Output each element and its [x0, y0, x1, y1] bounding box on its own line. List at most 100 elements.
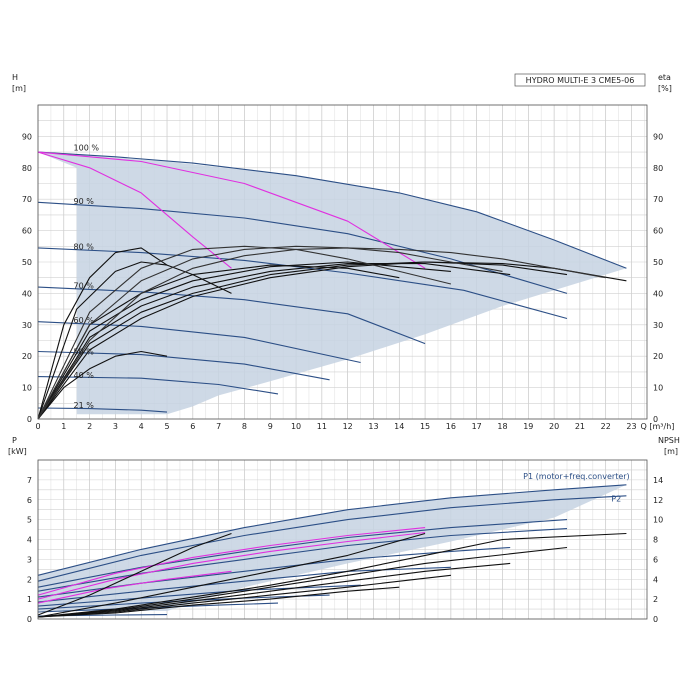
bottom-series-line-10: [37, 527, 426, 596]
y-tick-label-right: 90: [653, 132, 663, 141]
y-axis-label-right-unit: [%]: [658, 84, 672, 93]
x-tick-label: 9: [268, 422, 273, 431]
x-tick-label: 19: [523, 422, 533, 431]
y-tick-label-left: 40: [22, 289, 32, 298]
top-series-line-7: [37, 407, 168, 413]
y-tick-label-right: 30: [653, 321, 663, 330]
bottom-series-line-12: [37, 570, 232, 604]
y-axis-label-right: eta: [658, 73, 671, 82]
speed-label: 21 %: [74, 401, 95, 410]
x-tick-label: 14: [394, 422, 404, 431]
y-tick-label-left: 6: [27, 496, 32, 505]
y-tick-label-left: 70: [22, 195, 32, 204]
y-axis-label-left-unit: [m]: [12, 84, 26, 93]
top-series-line-0: [37, 151, 627, 269]
top-series-line-11: [37, 261, 568, 420]
x-tick-label: 13: [368, 422, 378, 431]
top-plot-frame: [37, 104, 648, 420]
y-tick-label-left: 10: [22, 384, 32, 393]
y-tick-label-right: 60: [653, 227, 663, 236]
x-tick-label: 23: [626, 422, 636, 431]
y-tick-label-left: 20: [22, 352, 32, 361]
x-tick-label: 11: [317, 422, 327, 431]
x-tick-label: 8: [242, 422, 247, 431]
y-tick-label-left: 80: [22, 164, 32, 173]
x-tick-label: 4: [139, 422, 144, 431]
y-tick-label-left: 90: [22, 132, 32, 141]
x-tick-label: 3: [113, 422, 118, 431]
y-tick-label-left: 2: [27, 575, 32, 584]
bottom-series-line-15: [37, 562, 511, 618]
y-tick-label-left: 0: [27, 415, 32, 424]
y-tick-label-left: 30: [22, 321, 32, 330]
x-tick-label: 6: [190, 422, 195, 431]
legend-p2: P2: [611, 495, 621, 504]
y-axis-label-left: P: [12, 436, 17, 445]
bottom-series-line-16: [37, 574, 451, 618]
y-tick-label-left: 7: [27, 476, 32, 485]
bottom-series-line-19: [37, 532, 426, 618]
y-tick-label-left: 0: [27, 615, 32, 624]
y-tick-label-right: 40: [653, 289, 663, 298]
bottom-plot-frame: [37, 459, 648, 620]
speed-label: 90 %: [74, 197, 95, 206]
y-axis-label-left: H: [12, 73, 18, 82]
speed-label: 80 %: [74, 242, 95, 251]
top-series-line-1: [37, 201, 568, 294]
x-tick-label: 15: [420, 422, 430, 431]
bottom-series-line-11: [37, 531, 426, 600]
y-tick-label-right: 80: [653, 164, 663, 173]
y-tick-label-right: 12: [653, 496, 663, 505]
x-tick-label: 2: [87, 422, 92, 431]
bottom-series-line-6: [37, 584, 361, 607]
y-tick-label-right: 50: [653, 258, 663, 267]
x-tick-label: 18: [497, 422, 507, 431]
bottom-series-line-0: [37, 484, 627, 576]
y-tick-label-left: 50: [22, 258, 32, 267]
y-tick-label-right: 10: [653, 384, 663, 393]
legend-p1: P1 (motor+freq.converter): [523, 472, 630, 481]
y-axis-label-right: NPSH: [658, 436, 680, 445]
y-tick-label-left: 5: [27, 516, 32, 525]
top-series-line-15: [37, 261, 232, 420]
top-series-line-4: [37, 321, 361, 364]
y-tick-label-left: 3: [27, 555, 32, 564]
top-series-line-17: [37, 350, 168, 420]
y-tick-label-left: 60: [22, 227, 32, 236]
y-tick-label-right: 0: [653, 615, 658, 624]
speed-label: 60 %: [74, 316, 95, 325]
y-tick-label-right: 2: [653, 595, 658, 604]
speed-label: 40 %: [74, 371, 95, 380]
y-axis-label-left-unit: [kW]: [8, 447, 27, 456]
x-axis-label: Q [m³/h]: [641, 422, 675, 431]
bottom-series-line-14: [37, 546, 568, 618]
x-tick-label: 20: [549, 422, 559, 431]
top-series-line-6: [37, 376, 279, 395]
x-tick-label: 21: [575, 422, 585, 431]
top-series-line-20: [37, 245, 452, 420]
speed-label: 70 %: [74, 282, 95, 291]
top-series-line-16: [37, 247, 168, 420]
x-tick-label: 12: [343, 422, 353, 431]
chart-title: HYDRO MULTI-E 3 CME5-06: [526, 76, 635, 85]
y-tick-label-right: 4: [653, 575, 658, 584]
x-tick-label: 16: [446, 422, 456, 431]
top-series-line-5: [37, 350, 330, 381]
top-series-line-13: [37, 261, 451, 420]
bottom-series-line-2: [37, 519, 568, 588]
speed-label: 100 %: [74, 143, 100, 152]
speed-label: 50 %: [74, 347, 95, 356]
top-series-line-3: [37, 286, 426, 345]
x-tick-label: 1: [61, 422, 66, 431]
x-tick-label: 5: [164, 422, 169, 431]
bottom-series-line-13: [37, 532, 627, 618]
top-operating-envelope: [38, 152, 627, 415]
y-tick-label-right: 0: [653, 415, 658, 424]
bottom-series-line-1: [37, 495, 627, 582]
y-tick-label-right: 8: [653, 536, 658, 545]
y-tick-label-right: 20: [653, 352, 663, 361]
y-tick-label-right: 10: [653, 516, 663, 525]
bottom-series-line-18: [37, 532, 232, 616]
top-series-line-10: [37, 261, 627, 420]
